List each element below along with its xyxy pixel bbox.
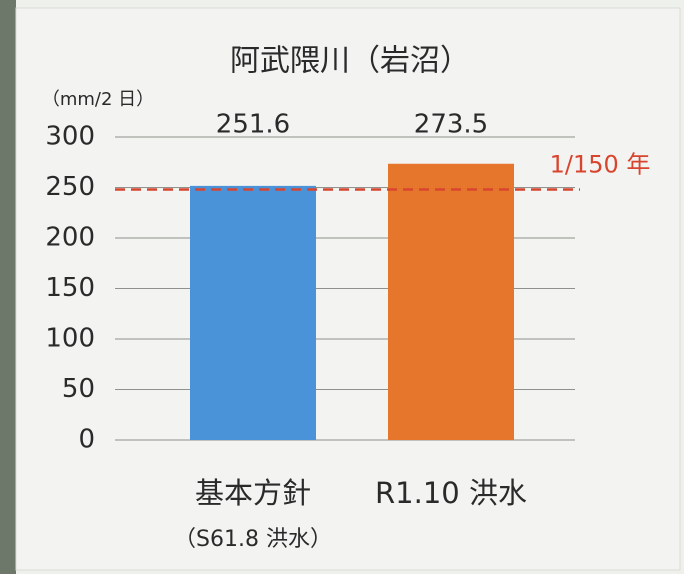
y-axis-label: （mm/2 日） [42,89,154,110]
y-tick-label: 150 [45,273,95,303]
y-tick-label: 200 [45,223,95,253]
bar [388,163,514,440]
reference-label: 1/150 年 [550,151,651,179]
photo-edge [0,0,16,574]
x-tick-label: R1.10 洪水 [375,476,527,510]
x-tick-label: 基本方針 [195,476,311,510]
y-tick-label: 300 [45,122,95,152]
value-label: 273.5 [414,110,488,140]
value-label: 251.6 [216,110,290,140]
y-tick-label: 0 [78,425,95,455]
y-tick-label: 100 [45,324,95,354]
y-tick-label: 50 [62,374,95,404]
chart-title: 阿武隈川（岩沼） [230,44,470,79]
bar [190,185,316,440]
y-tick-label: 250 [45,172,95,202]
x-tick-note: （S61.8 洪水） [174,527,332,552]
